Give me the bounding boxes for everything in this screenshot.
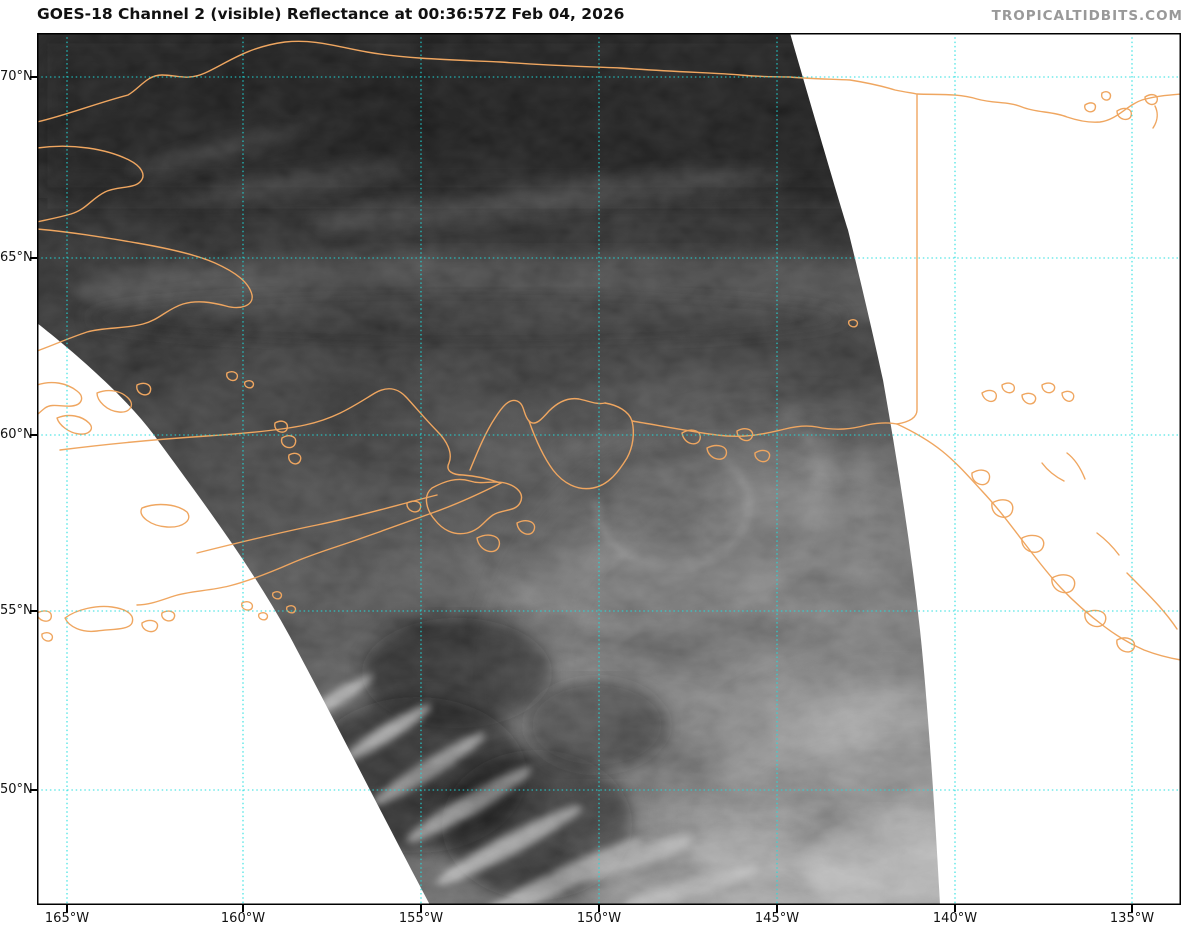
satellite-map-svg (37, 33, 1181, 905)
lat-tick (30, 610, 37, 612)
lon-label-145w: 145°W (754, 911, 800, 926)
map-border (37, 33, 1181, 905)
lat-tick (30, 76, 37, 78)
border-141w (896, 94, 918, 425)
lat-tick (30, 257, 37, 259)
lon-tick (776, 905, 778, 912)
satellite-swath (37, 33, 940, 905)
lon-tick (66, 905, 68, 912)
lon-label-140w: 140°W (932, 911, 978, 926)
coastlines (37, 40, 1181, 661)
lon-label-155w: 155°W (398, 911, 444, 926)
lat-label-60n: 60°N (0, 427, 33, 442)
lat-tick (30, 434, 37, 436)
lon-label-165w: 165°W (44, 911, 90, 926)
lon-label-135w: 135°W (1109, 911, 1155, 926)
lon-tick (598, 905, 600, 912)
gridlines (37, 33, 1181, 905)
map-canvas (37, 33, 1181, 905)
lat-label-65n: 65°N (0, 250, 33, 265)
lat-tick (30, 789, 37, 791)
lat-label-70n: 70°N (0, 69, 33, 84)
lon-tick (954, 905, 956, 912)
lat-label-50n: 50°N (0, 782, 33, 797)
coastline-north-slope (37, 40, 1181, 123)
figure-title: GOES-18 Channel 2 (visible) Reflectance … (37, 5, 625, 23)
lon-tick (242, 905, 244, 912)
lon-label-150w: 150°W (576, 911, 622, 926)
lat-label-55n: 55°N (0, 603, 33, 618)
lon-tick (1131, 905, 1133, 912)
watermark-text: TROPICALTIDBITS.COM (991, 8, 1183, 24)
lon-label-160w: 160°W (220, 911, 266, 926)
lon-tick (420, 905, 422, 912)
